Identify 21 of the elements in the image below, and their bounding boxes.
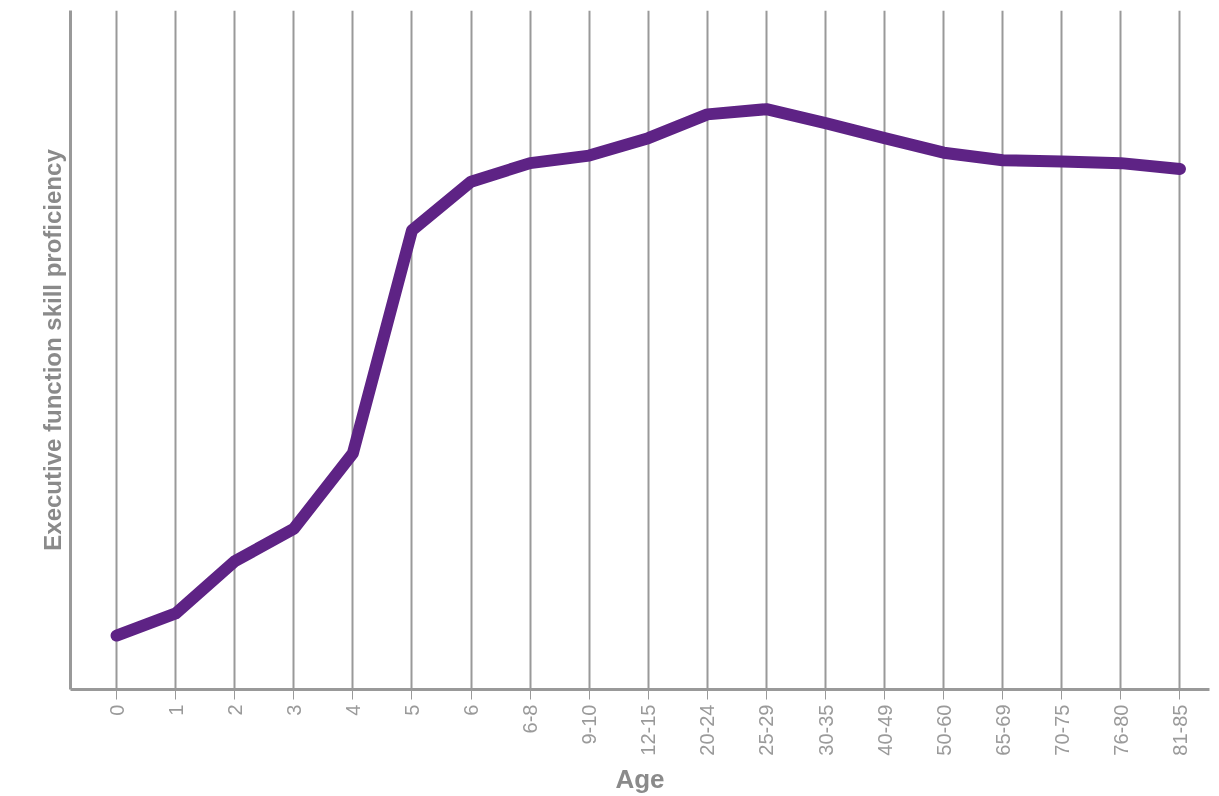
x-tick-label: 1: [164, 704, 187, 716]
y-axis-title: Executive function skill proficiency: [38, 148, 66, 551]
x-tick-label: 12-15: [637, 704, 660, 756]
x-tick-label: 65-69: [991, 704, 1014, 756]
x-axis-title: Age: [615, 763, 665, 794]
x-tick-label: 0: [105, 704, 128, 716]
x-tick-label: 25-29: [755, 704, 778, 756]
x-tick-label: 6: [460, 704, 483, 716]
x-tick-label: 50-60: [932, 704, 955, 756]
x-tick-label: 40-49: [873, 704, 896, 756]
x-tick-label: 6-8: [519, 704, 542, 734]
x-tick-label: 70-75: [1050, 704, 1073, 756]
x-tick-label: 30-35: [814, 704, 837, 756]
x-tick-label: 81-85: [1168, 704, 1191, 756]
x-tick-label: 3: [282, 704, 305, 716]
x-tick-label: 2: [223, 704, 246, 716]
x-tick-label: 20-24: [696, 704, 719, 756]
x-tick-label: 76-80: [1109, 704, 1132, 756]
x-tick-label: 4: [341, 704, 364, 716]
x-tick-label: 5: [400, 704, 423, 716]
x-tick-label: 9-10: [578, 704, 601, 745]
